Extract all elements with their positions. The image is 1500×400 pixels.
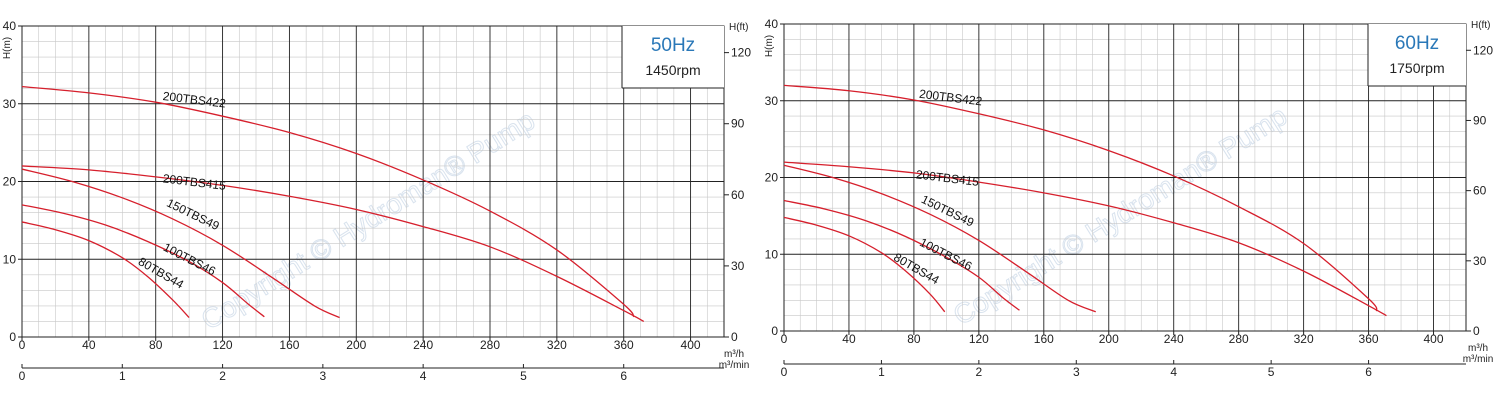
x2-tick-label: 6: [620, 369, 627, 383]
y-tick-label: 0: [9, 330, 16, 344]
curve-label-150tbs49: 150TBS49: [164, 196, 221, 234]
curve-label-200tbs415: 200TBS415: [915, 167, 980, 189]
y-tick-label: 40: [3, 19, 17, 33]
x-tick-label: 120: [969, 332, 989, 346]
curve-label-150tbs49: 150TBS49: [919, 192, 976, 230]
watermark-text: Copyright © Hydroman® Pump: [196, 104, 540, 335]
x-tick-label: 160: [1034, 332, 1054, 346]
curve-200tbs422: [783, 84, 1378, 312]
frequency-label: 60Hz: [1395, 33, 1439, 54]
frequency-label: 50Hz: [651, 35, 695, 56]
x-tick-label: 400: [681, 338, 701, 352]
ft-tick-label: 120: [1473, 43, 1493, 57]
y-axis-label-ft: H(ft): [1471, 20, 1490, 31]
x-tick-label: 320: [1294, 332, 1314, 346]
ft-tick-label: 0: [1473, 324, 1480, 338]
x-tick-label: 320: [547, 338, 567, 352]
y-tick-label: 10: [3, 252, 17, 266]
ft-tick-label: 60: [731, 188, 745, 202]
y-tick-label: 30: [765, 94, 779, 108]
x-tick-label: 200: [346, 338, 366, 352]
ft-tick-label: 90: [1473, 113, 1487, 127]
y-tick-label: 0: [771, 324, 778, 338]
x2-tick-label: 1: [878, 365, 885, 379]
y-axis-label-ft: H(ft): [729, 22, 748, 33]
curve-150tbs49: [21, 168, 340, 319]
x-tick-label: 80: [907, 332, 921, 346]
x2-tick-label: 0: [781, 365, 788, 379]
x-unit-m3h: m³/h: [1468, 343, 1488, 354]
ft-tick-label: 120: [731, 46, 751, 60]
x2-tick-label: 5: [1268, 365, 1275, 379]
x2-tick-label: 4: [1170, 365, 1177, 379]
y-tick-label: 30: [3, 97, 17, 111]
chart-panel-60hz: Copyright © Hydroman® Pump60Hz1750rpm010…: [764, 17, 1493, 379]
rpm-label: 1750rpm: [1389, 60, 1444, 76]
x2-tick-label: 2: [976, 365, 983, 379]
ft-tick-label: 90: [731, 117, 745, 131]
x-tick-label: 360: [1359, 332, 1379, 346]
ft-tick-label: 0: [731, 330, 738, 344]
y-tick-label: 10: [765, 247, 779, 261]
curve-150tbs49: [783, 164, 1097, 313]
x-tick-label: 400: [1424, 332, 1444, 346]
curve-200tbs422: [21, 85, 635, 318]
ft-tick-label: 60: [1473, 184, 1487, 198]
curve-label-200tbs415: 200TBS415: [162, 171, 227, 193]
x-tick-label: 280: [480, 338, 500, 352]
x-tick-label: 200: [1099, 332, 1119, 346]
curve-100tbs46: [783, 199, 1020, 311]
x-unit-m3min: m³/min: [719, 360, 750, 371]
x-tick-label: 0: [781, 332, 788, 346]
ft-tick-label: 30: [1473, 254, 1487, 268]
x2-tick-label: 0: [19, 369, 26, 383]
curve-200tbs415: [783, 161, 1387, 317]
x-unit-m3h: m³/h: [724, 349, 744, 360]
ft-tick-label: 30: [731, 259, 745, 273]
x-tick-label: 80: [149, 338, 163, 352]
y-tick-label: 20: [765, 171, 779, 185]
x-tick-label: 40: [82, 338, 96, 352]
x-unit-m3min: m³/min: [1463, 354, 1494, 365]
x-tick-label: 240: [1164, 332, 1184, 346]
x2-tick-label: 3: [1073, 365, 1080, 379]
watermark-text: Copyright © Hydroman® Pump: [948, 100, 1292, 331]
x-tick-label: 240: [413, 338, 433, 352]
x-tick-label: 160: [279, 338, 299, 352]
chart-panel-50hz: Copyright © Hydroman® Pump50Hz1450rpm010…: [2, 19, 751, 383]
curve-200tbs415: [21, 165, 645, 323]
y-axis-label-m: H(m): [764, 35, 775, 57]
curve-80tbs44: [783, 216, 946, 313]
x2-tick-label: 6: [1365, 365, 1372, 379]
rpm-label: 1450rpm: [645, 62, 700, 78]
x-tick-label: 40: [842, 332, 856, 346]
freq-box-bg: [622, 26, 724, 88]
y-tick-label: 20: [3, 175, 17, 189]
x2-tick-label: 2: [219, 369, 226, 383]
y-axis-label-m: H(m): [2, 37, 13, 59]
curve-80tbs44: [21, 221, 190, 319]
curve-label-200tbs422: 200TBS422: [162, 89, 227, 111]
x-tick-label: 280: [1229, 332, 1249, 346]
curve-100tbs46: [21, 204, 265, 318]
x2-tick-label: 1: [119, 369, 126, 383]
x-tick-label: 120: [213, 338, 233, 352]
x2-tick-label: 3: [320, 369, 327, 383]
x-tick-label: 360: [614, 338, 634, 352]
x-tick-label: 0: [19, 338, 26, 352]
x2-tick-label: 5: [520, 369, 527, 383]
freq-box-bg: [1368, 24, 1466, 86]
curve-label-200tbs422: 200TBS422: [918, 87, 983, 109]
x2-tick-label: 4: [420, 369, 427, 383]
y-tick-label: 40: [765, 17, 779, 31]
